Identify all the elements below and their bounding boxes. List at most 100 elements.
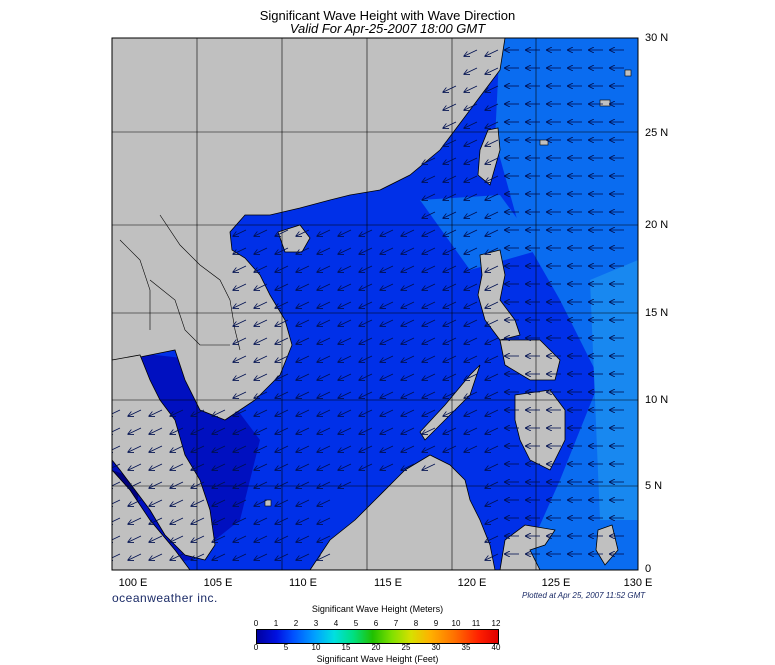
lon-label-110e: 110 E [289, 577, 317, 589]
wave-arrow [338, 481, 352, 488]
wave-arrow [401, 445, 415, 452]
wave-arrow [254, 463, 268, 470]
wave-arrow [359, 337, 373, 344]
wave-arrow [485, 301, 499, 308]
wave-arrow [380, 427, 394, 434]
wave-arrow [233, 229, 247, 236]
wave-arrow [443, 103, 457, 110]
wave-arrow [275, 517, 289, 524]
wave-arrow [254, 265, 268, 272]
wave-arrow [464, 301, 478, 308]
wave-arrow [275, 535, 289, 542]
wave-arrow [443, 175, 457, 182]
lat-label-30n: 30 N [645, 32, 669, 44]
lat-label-0: 0 [645, 563, 652, 575]
wave-arrow [464, 121, 478, 128]
wave-arrow [338, 391, 352, 398]
wave-arrow [254, 499, 268, 506]
colorbar-feet-tick: 25 [401, 643, 411, 652]
wave-arrow [275, 229, 289, 236]
wave-arrow [254, 481, 268, 488]
wave-arrow [485, 193, 499, 200]
lon-label-115e: 115 E [374, 577, 402, 589]
colorbar-meter-tick: 10 [451, 619, 461, 628]
wave-arrow [296, 229, 310, 236]
wave-arrow [464, 49, 478, 56]
wave-arrow [401, 391, 415, 398]
wave-arrow [464, 427, 478, 434]
wave-arrow [191, 499, 205, 506]
wave-arrow [212, 499, 226, 506]
colorbar-feet-tick: 30 [431, 643, 441, 652]
wave-arrow [338, 463, 352, 470]
wave-arrow [464, 103, 478, 110]
wave-arrow [485, 391, 499, 398]
colorbar-meter-tick: 4 [333, 619, 339, 628]
wave-arrow [317, 499, 331, 506]
wave-arrow [338, 283, 352, 290]
wave-arrow [401, 247, 415, 254]
colorbar-feet-tick: 40 [491, 643, 501, 652]
wave-arrow [275, 463, 289, 470]
wave-arrow [359, 463, 373, 470]
wave-arrow [317, 463, 331, 470]
wave-arrow [485, 265, 499, 272]
wave-arrow [128, 553, 142, 560]
wave-arrow [296, 517, 310, 524]
wave-arrow [401, 283, 415, 290]
wave-arrow [317, 301, 331, 308]
wave-arrow [275, 499, 289, 506]
map-subtitle: Valid For Apr-25-2007 18:00 GMT [289, 21, 486, 36]
wave-arrow [170, 499, 184, 506]
wave-arrow [338, 373, 352, 380]
wave-arrow [485, 67, 499, 74]
wave-arrow [128, 427, 142, 434]
map-title: Significant Wave Height with Wave Direct… [259, 8, 516, 23]
wave-arrow [233, 247, 247, 254]
wave-arrow [149, 445, 163, 452]
wave-arrow [296, 337, 310, 344]
wave-arrow [233, 463, 247, 470]
wave-arrow [317, 427, 331, 434]
wave-arrow [112, 427, 121, 434]
colorbar-feet-tick: 10 [311, 643, 321, 652]
wave-arrow [170, 535, 184, 542]
wave-arrow [359, 247, 373, 254]
wave-arrow [485, 553, 499, 560]
wave-arrow [112, 553, 121, 560]
wave-arrow [338, 427, 352, 434]
wave-arrow [359, 301, 373, 308]
wave-arrow [275, 445, 289, 452]
wave-arrow [338, 229, 352, 236]
wave-arrow [128, 499, 142, 506]
wave-arrow [422, 355, 436, 362]
wave-arrow [296, 355, 310, 362]
wave-arrow [296, 247, 310, 254]
wave-arrow [485, 139, 499, 146]
wave-arrow [233, 553, 247, 560]
wave-arrow [149, 481, 163, 488]
wave-arrow [359, 373, 373, 380]
wave-arrow [233, 499, 247, 506]
colorbar-feet-tick: 20 [371, 643, 381, 652]
wave-arrow [485, 463, 499, 470]
wave-arrow [112, 517, 121, 524]
wave-arrow [233, 445, 247, 452]
wave-arrow [233, 283, 247, 290]
wave-arrow [233, 535, 247, 542]
wave-arrow [380, 463, 394, 470]
wave-arrow [170, 463, 184, 470]
wave-arrow [170, 553, 184, 560]
wave-arrow [296, 499, 310, 506]
wave-arrow [401, 409, 415, 416]
wave-arrow [443, 193, 457, 200]
wave-arrow [254, 517, 268, 524]
colorbar-meter-tick: 1 [273, 619, 279, 628]
wave-arrow [422, 445, 436, 452]
wave-arrow [485, 355, 499, 362]
wave-arrow [233, 391, 247, 398]
wave-arrow [485, 319, 499, 326]
wave-arrow [443, 391, 457, 398]
wave-arrow [128, 535, 142, 542]
